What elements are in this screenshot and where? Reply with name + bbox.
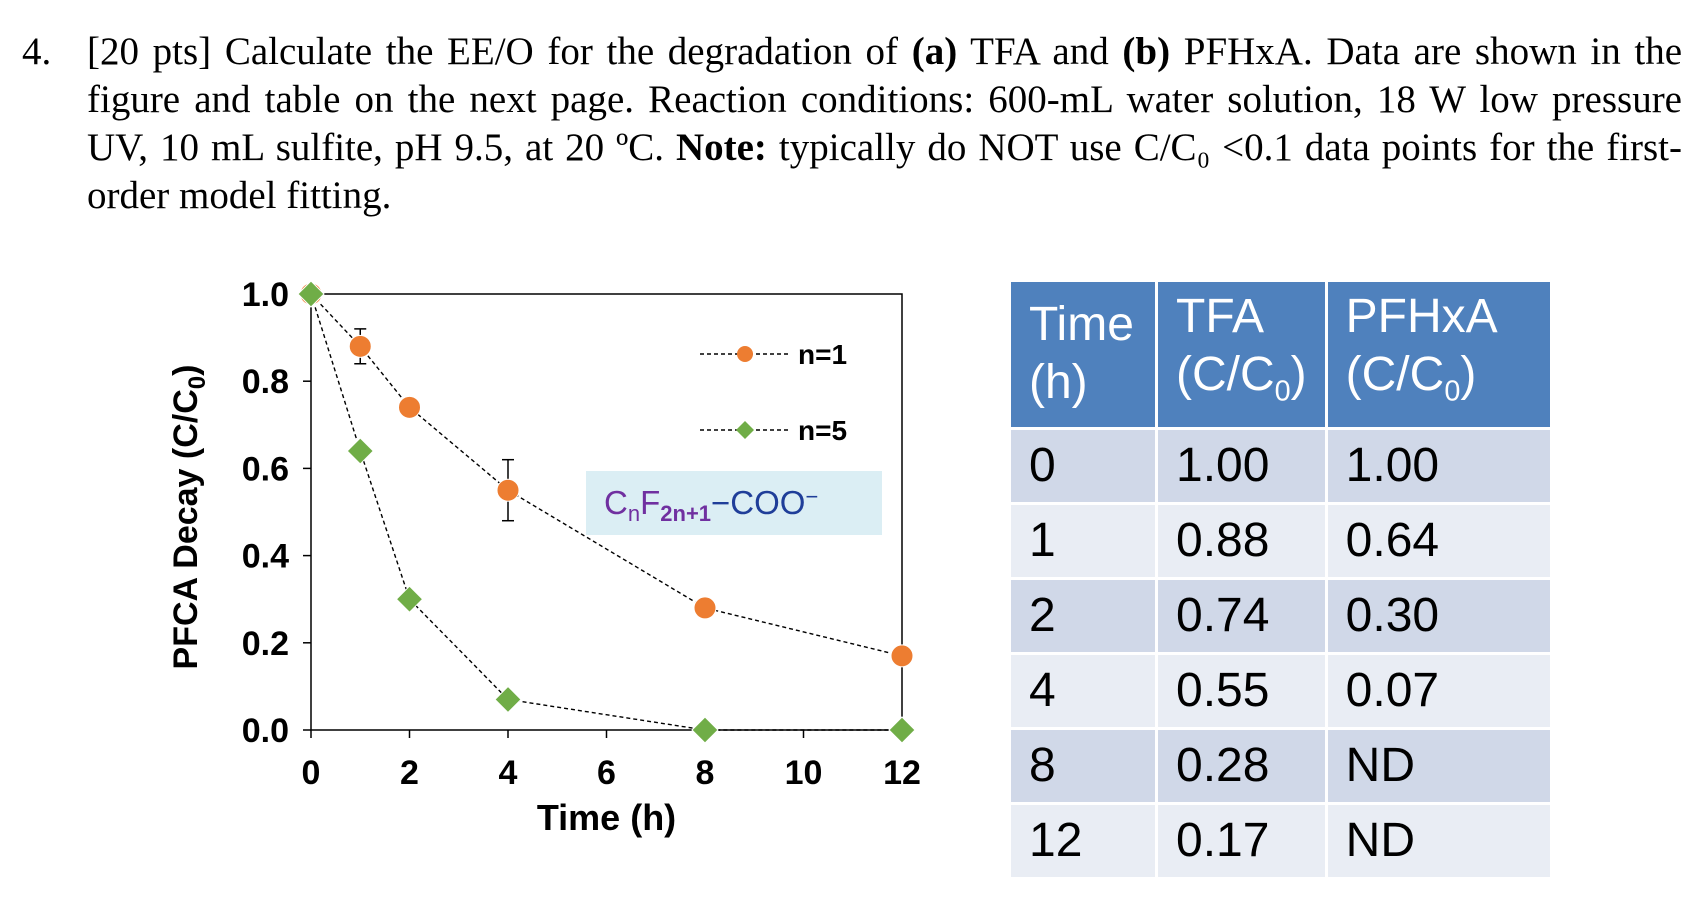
pfhxa-cell: 0.07 bbox=[1324, 651, 1553, 730]
time-cell: 1 bbox=[1008, 501, 1158, 580]
table-row: 0 1.00 1.00 bbox=[1008, 426, 1553, 505]
data-point-n=5 bbox=[494, 685, 522, 714]
header-line-2: (h) bbox=[1029, 356, 1088, 410]
header-close-paren: ) bbox=[1460, 348, 1477, 401]
time-cell: 0 bbox=[1008, 426, 1158, 505]
y-tick-label: 1.0 bbox=[242, 276, 289, 314]
pfhxa-cell: 0.64 bbox=[1324, 501, 1553, 580]
series-line-n=1 bbox=[310, 293, 903, 657]
x-tick-label: 10 bbox=[785, 754, 823, 792]
header-subscript: 0 bbox=[1444, 375, 1461, 408]
header-line-2: (C/C bbox=[1176, 348, 1275, 401]
y-tick-label: 0.8 bbox=[242, 363, 289, 401]
legend-label: n=1 bbox=[798, 339, 847, 370]
question-text-part-2: TFA and bbox=[970, 30, 1109, 73]
table-header-row: Time (h) TFA (C/C0) PFHxA (C/C0) bbox=[1008, 279, 1553, 430]
data-point-n=1 bbox=[890, 644, 914, 668]
data-point-n=1 bbox=[496, 478, 520, 502]
series-line-n=5 bbox=[310, 293, 902, 731]
table-header-cell: Time (h) bbox=[1008, 279, 1158, 430]
pfhxa-cell: ND bbox=[1324, 726, 1553, 805]
y-tick-label: 0.4 bbox=[242, 538, 289, 576]
time-cell: 2 bbox=[1008, 576, 1158, 655]
pfhxa-cell: 1.00 bbox=[1324, 426, 1553, 505]
decay-chart: 0 2 4 6 8 10 12 0.0 0.2 0.4 0.6 0.8 1.0 Time (h) PFCA … bbox=[0, 250, 980, 919]
formula-label: CnF2n+1−COO− bbox=[604, 484, 818, 526]
x-tick-label: 2 bbox=[400, 754, 419, 792]
question-points: [20 pts] bbox=[87, 30, 212, 73]
part-a-label: (a) bbox=[911, 30, 958, 73]
header-line-1: Time bbox=[1029, 298, 1134, 352]
time-cell: 4 bbox=[1008, 651, 1158, 730]
legend-label: n=5 bbox=[798, 415, 847, 446]
table-row: 2 0.74 0.30 bbox=[1008, 576, 1553, 655]
time-cell: 8 bbox=[1008, 726, 1158, 805]
y-tick-label: 0.0 bbox=[242, 712, 289, 750]
header-line-2: (C/C bbox=[1345, 348, 1445, 401]
table-header-cell: PFHxA (C/C0) bbox=[1324, 279, 1553, 430]
x-tick-label: 12 bbox=[883, 754, 921, 792]
data-point-n=5 bbox=[888, 716, 916, 744]
x-tick-label: 6 bbox=[597, 754, 616, 792]
time-cell: 12 bbox=[1008, 801, 1158, 880]
tfa-cell: 0.74 bbox=[1155, 576, 1328, 655]
legend-marker-diamond bbox=[736, 421, 754, 439]
decay-chart-svg: 0 2 4 6 8 10 12 0.0 0.2 0.4 0.6 0.8 1.0 Time (h) PFCA … bbox=[167, 276, 921, 838]
x-tick-label: 0 bbox=[302, 754, 321, 792]
x-axis-label: Time (h) bbox=[537, 797, 676, 838]
x-tick-label: 4 bbox=[499, 754, 518, 792]
tfa-cell: 0.17 bbox=[1155, 801, 1328, 880]
formula-box bbox=[586, 471, 882, 535]
header-close-paren: ) bbox=[1290, 348, 1307, 401]
data-table: Time (h) TFA (C/C0) PFHxA (C/C0) 0 1.00 1.00 1 0.… bbox=[1008, 279, 1553, 880]
question-text-part-1: Calculate the EE/O for the degradation o… bbox=[224, 30, 899, 73]
note-label: Note: bbox=[675, 126, 767, 169]
pfhxa-cell: 0.30 bbox=[1324, 576, 1553, 655]
data-point-n=5 bbox=[395, 585, 424, 613]
y-tick-label: 0.2 bbox=[242, 625, 289, 663]
data-point-n=5 bbox=[691, 716, 719, 744]
legend-marker-circle bbox=[737, 346, 753, 362]
data-point-n=1 bbox=[693, 596, 717, 620]
data-point-n=1 bbox=[398, 395, 421, 419]
tfa-cell: 1.00 bbox=[1155, 426, 1328, 505]
question-number: 4. bbox=[22, 30, 52, 73]
y-axis-label: PFCA Decay (C/C0) bbox=[167, 365, 211, 670]
tfa-cell: 0.55 bbox=[1155, 651, 1328, 730]
table-header-cell: TFA (C/C0) bbox=[1155, 279, 1328, 430]
pfhxa-cell: ND bbox=[1324, 801, 1553, 880]
part-b-label: (b) bbox=[1122, 30, 1171, 73]
header-line-1: PFHxA bbox=[1345, 290, 1498, 343]
data-point-n=1 bbox=[348, 334, 372, 358]
header-line-1: TFA bbox=[1176, 290, 1265, 343]
header-subscript: 0 bbox=[1274, 375, 1291, 408]
question-text: [20 pts] Calculate the EE/O for the degr… bbox=[87, 28, 1682, 220]
x-tick-label: 8 bbox=[696, 754, 715, 792]
data-point-n=5 bbox=[297, 280, 325, 308]
table-row: 8 0.28 ND bbox=[1008, 726, 1553, 805]
tfa-cell: 0.88 bbox=[1155, 501, 1328, 580]
table-row: 4 0.55 0.07 bbox=[1008, 651, 1553, 730]
table-row: 1 0.88 0.64 bbox=[1008, 501, 1553, 580]
y-tick-label: 0.6 bbox=[242, 450, 289, 488]
data-point-n=5 bbox=[346, 437, 374, 465]
table-row: 12 0.17 ND bbox=[1008, 801, 1553, 880]
question-text-part-3: PFHxA. Data are shown in the figure and … bbox=[87, 30, 1683, 169]
tfa-cell: 0.28 bbox=[1155, 726, 1328, 805]
question-text-part-4: typically do NOT use C/C₀ <0.1 data poin… bbox=[87, 126, 1683, 217]
